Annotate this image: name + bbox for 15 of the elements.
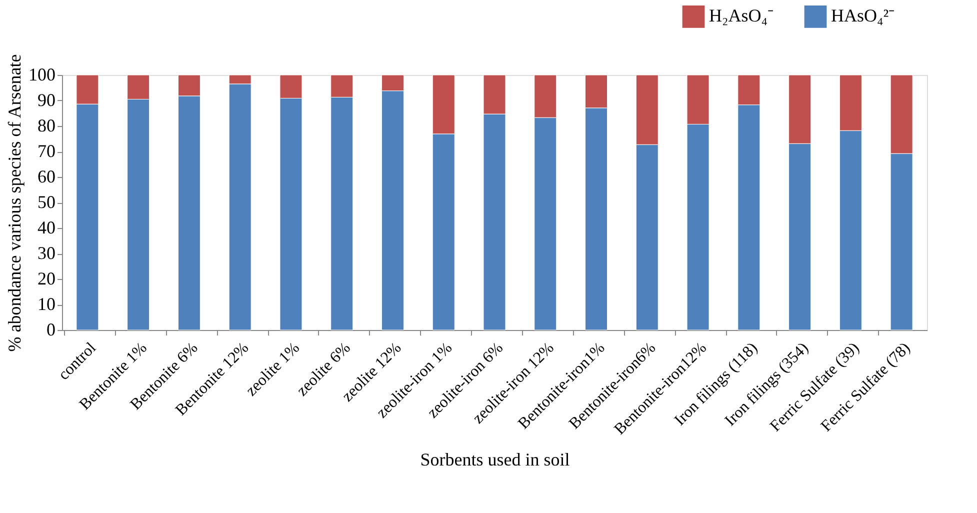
y-tick-label: 40: [38, 218, 56, 238]
y-tick-label: 20: [38, 268, 56, 288]
y-tick-label: 30: [38, 243, 56, 263]
y-tick-label: 100: [28, 64, 56, 84]
x-axis-title: Sorbents used in soil: [420, 450, 570, 470]
y-tick-label: 10: [38, 294, 56, 314]
legend-label: HAsO₄²⁻: [831, 6, 895, 26]
y-tick-label: 0: [46, 320, 56, 340]
y-tick-label: 70: [38, 141, 56, 161]
legend-label: H₂AsO₄⁻: [709, 6, 774, 26]
y-tick-label: 90: [38, 90, 56, 110]
y-tick-label: 80: [38, 116, 56, 136]
y-axis-title: % abondance various species of Arsenate: [4, 54, 24, 352]
y-tick-label: 60: [38, 166, 56, 186]
y-tick-label: 50: [38, 192, 56, 212]
